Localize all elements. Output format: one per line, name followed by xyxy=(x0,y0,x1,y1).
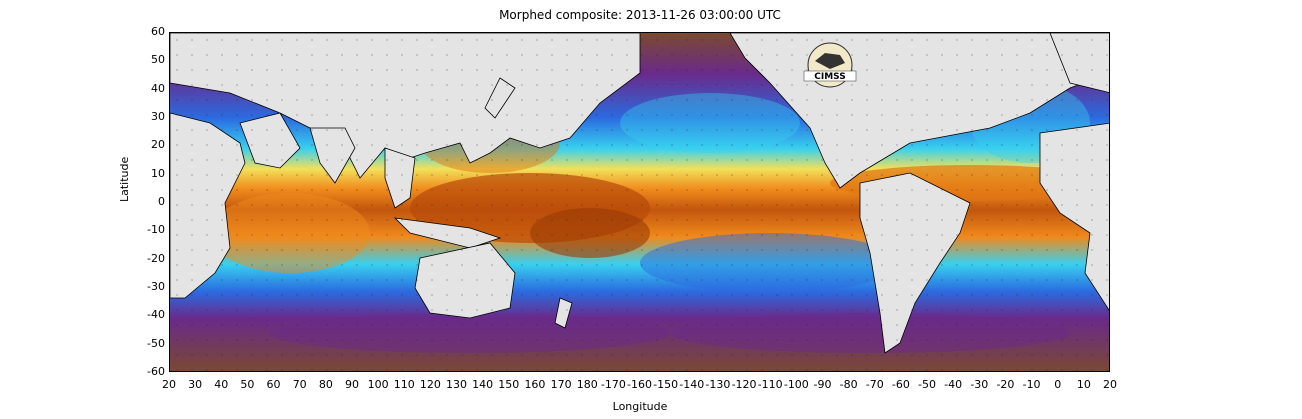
x-tick-label: 50 xyxy=(240,378,255,391)
dotted-grid xyxy=(170,33,1109,371)
x-tick-label: -50 xyxy=(918,378,936,391)
x-tick-label: 70 xyxy=(292,378,307,391)
x-tick-label: -10 xyxy=(1022,378,1041,391)
x-tick-label: -60 xyxy=(891,378,910,391)
x-tick-label: -30 xyxy=(970,378,989,391)
x-tick-label: -140 xyxy=(679,378,705,391)
y-tick-label: 30 xyxy=(151,110,165,123)
x-tick-label: 40 xyxy=(214,378,229,391)
x-tick-label: 130 xyxy=(446,378,468,391)
map-title: Morphed composite: 2013-11-26 03:00:00 U… xyxy=(499,8,781,22)
x-tick-label: 180 xyxy=(576,378,598,391)
x-tick-label: -90 xyxy=(813,378,832,391)
y-tick-label: -20 xyxy=(147,251,165,265)
y-axis-label: Latitude xyxy=(118,156,131,202)
x-tick-label: -40 xyxy=(944,378,963,391)
y-tick-label: 40 xyxy=(151,81,165,95)
cimss-logo: CIMSS xyxy=(803,42,857,88)
y-tick-label: -50 xyxy=(147,336,165,350)
x-tick-label: 160 xyxy=(524,378,546,391)
y-tick-label: 60 xyxy=(151,25,165,38)
x-tick-label: 100 xyxy=(367,378,389,391)
x-tick-label: 90 xyxy=(344,378,359,391)
x-tick-label: -130 xyxy=(705,378,731,391)
composite-map: CIMSS xyxy=(170,33,1109,371)
x-tick-label: 0 xyxy=(1054,378,1062,391)
x-tick-label: 20 xyxy=(1103,378,1117,391)
x-tick-label: 10 xyxy=(1076,378,1091,391)
x-tick-label: -170 xyxy=(600,378,626,391)
x-tick-label: -120 xyxy=(731,378,757,391)
x-axis-label: Longitude xyxy=(612,400,668,413)
y-tick-label: 50 xyxy=(151,53,165,67)
map-plot-area: CIMSS xyxy=(169,32,1110,372)
x-tick-label: -20 xyxy=(996,378,1015,391)
x-tick-label: 80 xyxy=(318,378,333,391)
x-tick-label: 120 xyxy=(419,378,441,391)
y-tick-label: 0 xyxy=(158,195,165,208)
y-tick-label: -60 xyxy=(147,365,165,378)
x-tick-label: 170 xyxy=(550,378,572,391)
x-tick-label: -150 xyxy=(653,378,679,391)
x-tick-label: 140 xyxy=(472,378,494,391)
x-tick-label: -100 xyxy=(783,378,809,391)
y-tick-label: 20 xyxy=(151,138,165,152)
y-tick-label: 10 xyxy=(151,166,165,180)
x-tick-label: 20 xyxy=(162,378,176,391)
y-tick-label: -40 xyxy=(147,308,165,322)
x-tick-label: -80 xyxy=(839,378,858,391)
x-tick-label: 60 xyxy=(266,378,281,391)
x-tick-label: -110 xyxy=(757,378,783,391)
x-tick-label: -160 xyxy=(627,378,652,391)
x-tick-label: 110 xyxy=(393,378,415,391)
x-tick-label: 30 xyxy=(188,378,203,391)
x-tick-label: -70 xyxy=(865,378,884,391)
y-tick-label: -30 xyxy=(147,280,165,293)
cimss-logo-text: CIMSS xyxy=(814,72,845,82)
x-tick-label: 150 xyxy=(498,378,520,391)
y-tick-label: -10 xyxy=(147,223,165,237)
